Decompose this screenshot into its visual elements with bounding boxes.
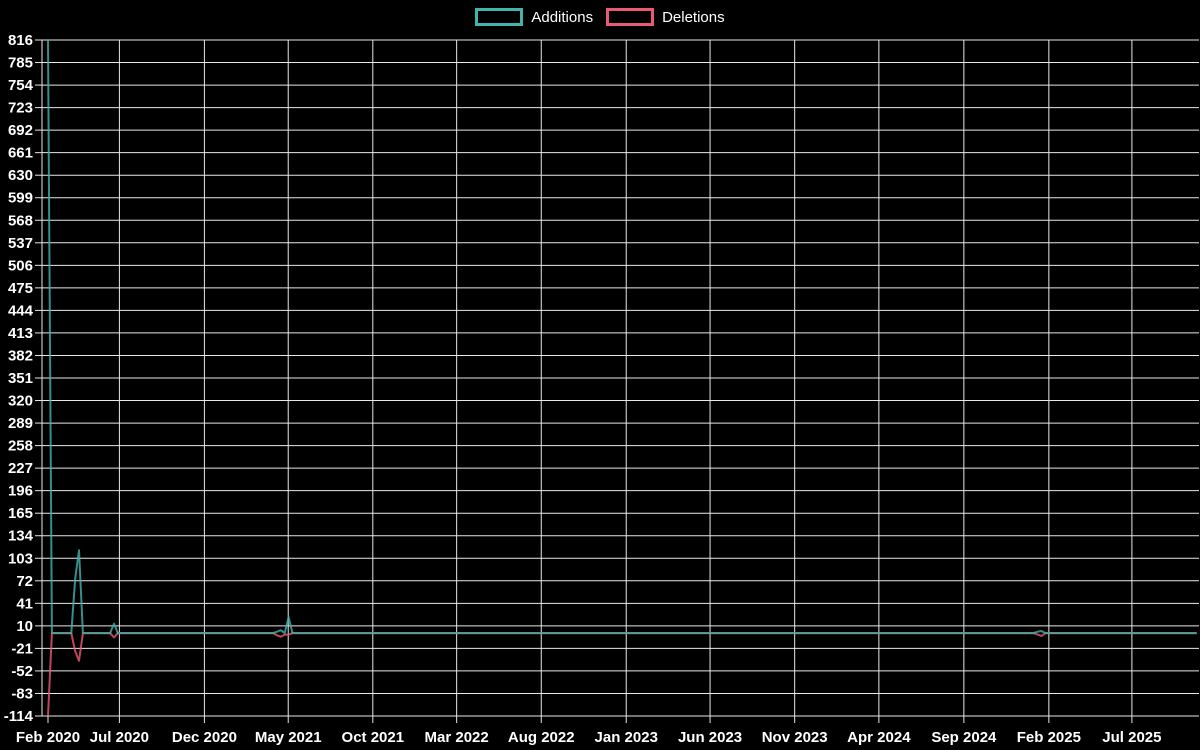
y-axis-tick-label: 320 [8,393,33,410]
y-axis-tick-label: -21 [11,640,33,657]
deletions-legend-swatch [606,8,655,26]
y-axis-tick-label: 692 [8,122,33,139]
y-axis-tick-label: 258 [8,438,33,455]
y-axis-tick-label: 227 [8,460,33,477]
additions-legend-swatch [475,8,524,26]
y-axis-tick-label: 351 [8,370,33,387]
y-axis-tick-label: 723 [8,100,33,117]
y-axis-tick-label: 785 [8,55,33,72]
x-axis-tick-label: Apr 2024 [847,729,911,746]
y-axis-tick-label: 289 [8,415,33,432]
x-axis-tick-label: Aug 2022 [508,729,575,746]
y-axis-tick-label: -114 [4,708,34,725]
additions-line [47,39,1197,635]
y-axis-tick-label: 413 [8,325,33,342]
y-axis-tick-label: 506 [8,257,33,274]
y-axis-tick-label: 475 [8,280,33,297]
y-axis-tick-label: 599 [8,190,33,207]
y-axis-tick-label: -52 [11,663,33,680]
y-axis-tick-label: 165 [8,505,33,522]
deletions-line [47,632,1197,717]
y-axis-tick-label: -83 [11,685,33,702]
x-axis-tick-label: Jun 2023 [678,729,742,746]
legend-item-deletions[interactable]: Deletions [606,8,725,26]
y-axis-tick-label: 10 [16,618,33,635]
y-axis-tick-label: 661 [8,145,33,162]
x-axis-tick-label: Sep 2024 [931,729,997,746]
y-axis-tick-label: 444 [8,302,34,319]
deletions-legend-label: Deletions [662,8,725,26]
x-axis-tick-label: Jul 2025 [1102,729,1161,746]
x-axis-tick-label: Mar 2022 [425,729,489,746]
y-axis-tick-label: 630 [8,167,33,184]
y-axis-tick-label: 382 [8,347,33,364]
legend-item-additions[interactable]: Additions [475,8,593,26]
x-axis-tick-label: Jan 2023 [595,729,658,746]
y-axis-tick-label: 134 [8,528,34,545]
y-axis-tick-label: 816 [8,32,33,49]
x-axis-tick-label: Jul 2020 [90,729,149,746]
x-axis-tick-label: May 2021 [255,729,322,746]
y-axis-tick-label: 196 [8,483,33,500]
y-axis-tick-label: 754 [8,77,34,94]
y-axis-tick-label: 568 [8,212,33,229]
x-axis-tick-label: Dec 2020 [172,729,237,746]
y-axis-tick-label: 103 [8,550,33,567]
y-axis-tick-label: 41 [16,595,33,612]
y-axis-tick-label: 537 [8,235,33,252]
x-axis-tick-label: Feb 2025 [1017,729,1081,746]
chart-legend: Additions Deletions [0,8,1200,26]
x-axis-tick-label: Feb 2020 [16,729,80,746]
additions-legend-label: Additions [531,8,594,26]
y-axis-tick-label: 72 [16,573,33,590]
x-axis-tick-label: Oct 2021 [342,729,405,746]
x-axis-tick-label: Nov 2023 [762,729,828,746]
